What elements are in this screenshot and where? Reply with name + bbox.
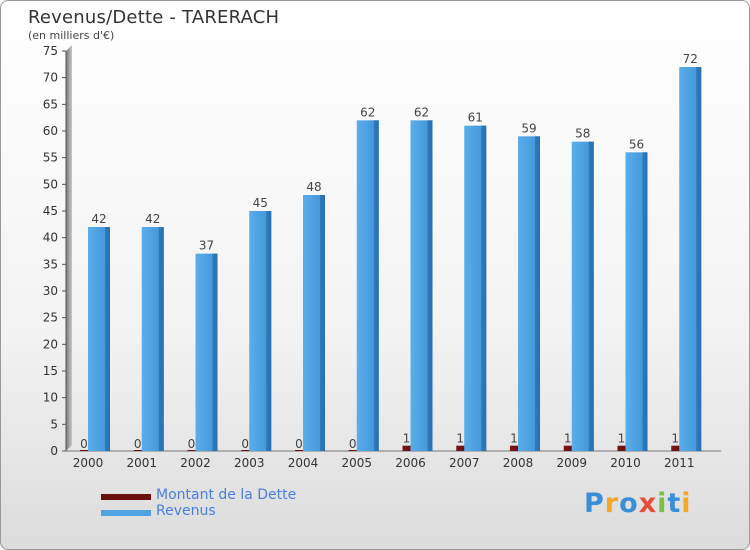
chart-title: Revenus/Dette - TARERACH: [28, 7, 280, 28]
legend-label-revenus: Revenus: [156, 503, 216, 519]
bar-revenus-shade: [588, 141, 594, 451]
bar-revenus: [625, 152, 648, 452]
bar-revenus-shade: [481, 125, 487, 452]
data-label-revenus: 37: [199, 239, 214, 253]
data-label-dette: 0: [295, 437, 303, 451]
bar-revenus-shade: [158, 227, 164, 451]
x-tick-label: 2007: [449, 456, 480, 470]
x-tick-label: 2004: [288, 456, 319, 470]
bar-revenus-shade: [320, 195, 325, 451]
data-label-dette: 1: [564, 432, 572, 446]
x-tick-label: 2003: [234, 456, 265, 470]
data-label-dette: 0: [80, 437, 88, 451]
bar-revenus: [679, 67, 702, 451]
bar-revenus-shade: [642, 152, 648, 452]
x-tick-label: 2010: [610, 456, 641, 470]
data-label-dette: 0: [134, 437, 142, 451]
x-tick-label: 2008: [503, 456, 534, 470]
bar-revenus: [303, 195, 325, 451]
x-tick-label: 2011: [664, 456, 695, 470]
data-label-revenus: 72: [683, 52, 698, 66]
y-tick-label: 15: [43, 364, 58, 378]
x-tick-label: 2002: [180, 456, 211, 470]
data-label-dette: 1: [671, 432, 679, 446]
data-label-revenus: 62: [414, 105, 429, 119]
proxiti-logo: Proxiti: [584, 488, 692, 519]
y-tick-label: 65: [43, 97, 58, 111]
logo-letter: t: [667, 488, 682, 519]
data-label-revenus: 62: [360, 105, 375, 119]
bar-revenus-shade: [696, 67, 702, 451]
data-label-revenus: 48: [306, 180, 321, 194]
bar-revenus: [249, 211, 272, 451]
data-labels: 0 42 0 42 0 37 0 45 0 48 0 62 1 62 1 61 1 59 1 58 1 56 1 72: [80, 52, 698, 451]
x-tick-label: 2000: [73, 456, 104, 470]
data-label-revenus: 42: [145, 212, 160, 226]
bar-revenus: [410, 120, 433, 451]
bar-revenus-shade: [105, 227, 110, 451]
y-tick-label: 45: [43, 204, 58, 218]
x-tick-label: 2006: [395, 456, 426, 470]
logo-letter: i: [681, 488, 692, 519]
x-tick-label: 2001: [126, 456, 157, 470]
bar-revenus-shade: [266, 211, 272, 451]
logo-letter: x: [638, 488, 658, 519]
bar-revenus: [571, 141, 594, 451]
logo-letter: i: [657, 488, 668, 519]
bar-revenus-shade: [373, 120, 379, 451]
y-tick-label: 35: [43, 257, 58, 271]
y-tick-label: 20: [43, 337, 58, 351]
y-tick-label: 75: [43, 44, 58, 58]
y-tick-label: 55: [43, 151, 58, 165]
data-label-revenus: 42: [91, 212, 106, 226]
bar-revenus-shade: [535, 136, 540, 452]
y-tick-label: 40: [43, 231, 58, 245]
data-label-revenus: 56: [629, 137, 644, 151]
data-label-revenus: 59: [521, 121, 536, 135]
data-label-dette: 0: [188, 437, 196, 451]
bars: [80, 67, 702, 452]
x-tick-label: 2009: [556, 456, 587, 470]
bar-revenus: [88, 227, 110, 451]
data-label-revenus: 58: [575, 127, 590, 141]
y-tick-label: 50: [43, 177, 58, 191]
bar-revenus: [464, 125, 487, 452]
data-label-revenus: 45: [253, 196, 268, 210]
y-tick-label: 0: [50, 444, 58, 458]
data-label-dette: 1: [510, 432, 518, 446]
data-label-revenus: 61: [468, 111, 483, 125]
legend-label-debt: Montant de la Dette: [156, 487, 297, 503]
y-tick-label: 25: [43, 311, 58, 325]
y-tick-label: 30: [43, 284, 58, 298]
logo-letter: P: [584, 488, 605, 519]
data-label-dette: 1: [618, 432, 626, 446]
data-label-dette: 1: [403, 432, 411, 446]
legend-swatch-revenus: [101, 510, 151, 516]
x-tick-label: 2005: [341, 456, 372, 470]
data-label-dette: 0: [241, 437, 249, 451]
chart-subtitle: (en milliers d'€): [28, 29, 115, 42]
legend-swatch-debt: [101, 494, 151, 500]
bar-revenus-shade: [212, 253, 218, 451]
logo-letter: o: [619, 488, 639, 519]
bar-revenus: [195, 253, 218, 451]
y-tick-label: 10: [43, 391, 58, 405]
bar-revenus-shade: [427, 120, 433, 451]
y-tick-label: 60: [43, 124, 58, 138]
data-label-dette: 1: [456, 432, 464, 446]
bar-revenus: [356, 120, 379, 451]
y-tick-label: 70: [43, 71, 58, 85]
y-tick-label: 5: [50, 417, 58, 431]
logo-letter: r: [604, 488, 620, 519]
bar-revenus: [518, 136, 540, 452]
bar-revenus: [141, 227, 164, 451]
data-label-dette: 0: [349, 437, 357, 451]
y-axis-wall: [66, 45, 72, 451]
